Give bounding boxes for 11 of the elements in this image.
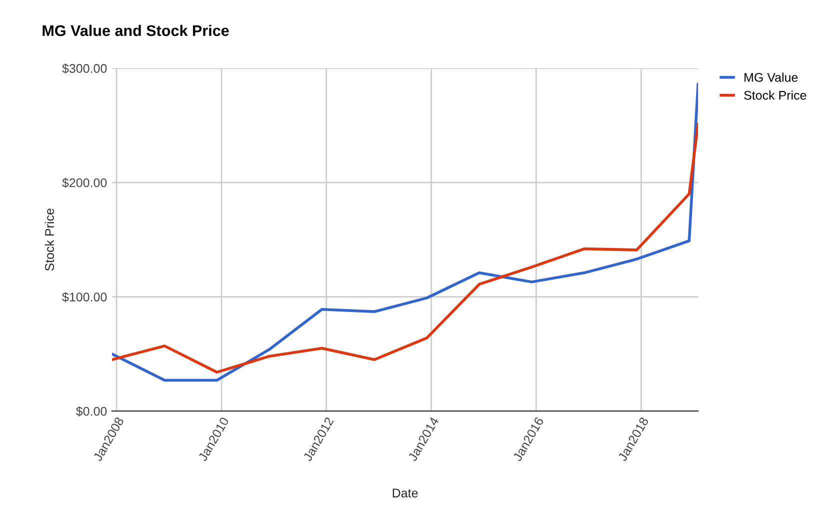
line-series [112,82,698,382]
legend-label: MG Value [744,72,798,82]
y-axis-title: Stock Price [44,208,54,271]
chart-title: MG Value and Stock Price [42,24,229,36]
y-tick-label: $200.00 [62,178,107,188]
line-series [112,122,698,374]
y-tick-label: $0.00 [76,406,107,416]
legend-label: Stock Price [744,90,806,100]
y-tick-label: $300.00 [62,64,107,74]
x-axis-title: Date [392,488,418,498]
y-tick-label: $100.00 [62,292,107,302]
